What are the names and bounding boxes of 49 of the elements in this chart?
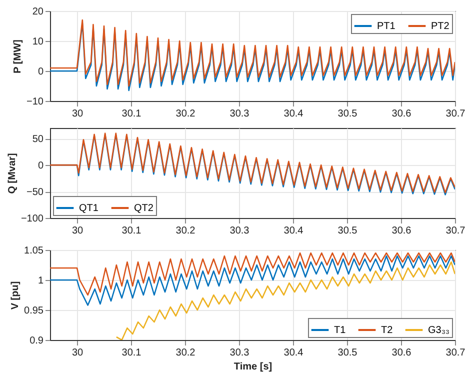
x-tick-label: 30 [72,226,84,236]
y-tick-label: −100 [20,214,44,224]
legend-label: QT2 [134,203,154,214]
x-tick-label: 30.7 [446,348,466,358]
legend-label: G3₃₃ [428,325,450,336]
x-tick-label: 30.3 [230,226,250,236]
y-tick-label: 20 [32,6,44,18]
x-tick-label: 30 [72,348,84,358]
y-tick-label: 1.05 [24,246,44,256]
x-tick-label: 30.5 [338,226,358,236]
y-axis-title: P [MW] [12,40,24,74]
y-tick-label: −50 [26,187,44,198]
x-tick-label: 30.7 [446,108,466,120]
x-tick-label: 30.6 [392,108,412,120]
legend-label: T2 [381,325,394,336]
legend-label: T1 [334,325,346,336]
x-tick-label: 30.3 [230,108,250,120]
y-tick-label: 0.95 [24,306,44,316]
y-tick-label: 0.9 [30,336,44,346]
x-tick-label: 30.4 [284,226,304,236]
x-tick-label: 30.3 [230,348,250,358]
x-tick-label: 30.2 [176,348,196,358]
y-tick-label: 0 [38,160,44,172]
line-series [116,261,455,340]
line-series [50,255,455,306]
legend-label: QT1 [79,203,99,214]
x-tick-label: 30.5 [338,348,358,358]
y-tick-label: 10 [32,36,44,48]
y-tick-label: −10 [26,96,44,108]
y-axis-title: V [pu] [10,281,22,310]
legend-label: PT1 [377,21,396,32]
x-tick-label: 30.1 [122,226,142,236]
x-tick-label: 30.6 [392,348,412,358]
x-tick-label: 30.4 [284,108,304,120]
x-tick-label: 30.2 [176,108,196,120]
x-tick-label: 30.5 [338,108,358,120]
x-tick-label: 30.6 [392,226,412,236]
x-tick-label: 30 [72,108,84,120]
x-tick-label: 30.2 [176,226,196,236]
x-tick-label: 30.7 [446,226,466,236]
y-axis-title: Q [Mvar] [6,153,18,194]
y-tick-label: 0 [38,66,44,78]
x-tick-label: 30.1 [122,348,142,358]
y-tick-label: 1 [38,276,44,286]
x-tick-label: 30.1 [122,108,142,120]
x-tick-label: 30.4 [284,348,304,358]
x-axis-title: Time [s] [234,362,272,372]
y-tick-label: 50 [32,134,44,146]
legend-label: PT2 [431,21,450,32]
